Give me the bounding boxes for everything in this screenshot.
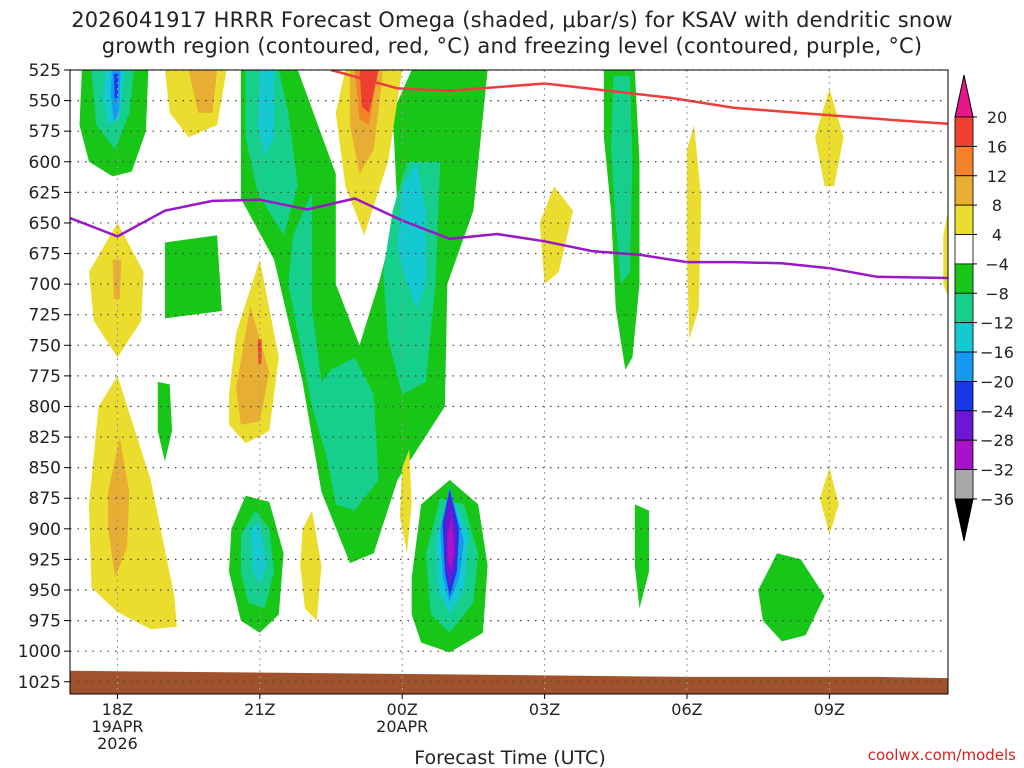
freezing-level-line	[70, 197, 948, 280]
colorbar-label-11: −28	[980, 431, 1014, 450]
omega-region-21	[397, 161, 426, 309]
x-tick-label-15-0: 09Z	[814, 700, 845, 719]
omega-shading	[79, 70, 948, 653]
terrain-fill	[70, 670, 948, 694]
omega-region-37	[447, 516, 455, 572]
y-tick-label-700: 700	[29, 275, 61, 295]
x-tick-label-0-2: 2026	[97, 734, 138, 753]
omega-region-7	[164, 235, 222, 319]
omega-region-18	[257, 70, 275, 156]
credit-text: coolwx.com/models	[867, 746, 1016, 764]
y-tick-label-875: 875	[29, 489, 61, 509]
omega-region-8	[157, 382, 172, 462]
y-tick-label-675: 675	[29, 245, 61, 265]
omega-region-26	[399, 449, 412, 554]
colorbar-bin-4	[954, 204, 974, 235]
omega-region-46	[943, 210, 948, 297]
omega-region-30	[250, 522, 267, 584]
omega-region-10	[112, 259, 122, 299]
omega-region-11	[89, 375, 177, 630]
y-tick-label-750: 750	[29, 336, 61, 356]
grid-lines	[70, 69, 948, 694]
colorbar-bin-3	[954, 175, 974, 206]
colorbar-bin-1	[954, 116, 974, 147]
y-tick-label-1025: 1025	[18, 673, 61, 693]
y-tick-label-950: 950	[29, 581, 61, 601]
y-tick-label-600: 600	[29, 153, 61, 173]
omega-region-41	[687, 125, 702, 340]
y-tick-label-775: 775	[29, 367, 61, 387]
colorbar-label-9: −20	[980, 372, 1014, 391]
omega-region-19	[288, 192, 379, 511]
colorbar: 20 16 12 8 4 −4 −8 −12 −16 −20 −24 −28 −32 −36	[954, 74, 1014, 542]
chart-title-line-1: 2026041917 HRRR Forecast Omega (shaded, …	[71, 8, 953, 32]
x-tick-label-0-1: 19APR	[91, 717, 143, 736]
dgz-contour-line	[330, 70, 948, 126]
omega-region-40	[611, 76, 633, 285]
x-tick-label-0-0: 18Z	[102, 700, 133, 719]
omega-region-4	[114, 73, 119, 99]
contour-lines	[70, 70, 948, 694]
y-tick-label-725: 725	[29, 306, 61, 326]
omega-region-27	[300, 510, 322, 621]
colorbar-label-5: −4	[985, 255, 1009, 274]
colorbar-bin-10	[954, 381, 974, 412]
y-tick-label-650: 650	[29, 214, 61, 234]
x-tick-label-3-0: 21Z	[244, 700, 275, 719]
y-tick-label-850: 850	[29, 459, 61, 479]
y-tick-label-575: 575	[29, 122, 61, 142]
chart-title-line-2: growth region (contoured, red, °C) and f…	[101, 34, 923, 58]
colorbar-bin-2	[954, 145, 974, 177]
omega-region-43	[758, 553, 825, 642]
colorbar-bin-7	[954, 292, 974, 324]
x-tick-label-6-0: 00Z	[387, 700, 418, 719]
plot-frame	[69, 69, 949, 695]
colorbar-label-13: −36	[980, 490, 1014, 509]
colorbar-bin-13	[954, 469, 974, 500]
omega-region-42	[634, 504, 649, 609]
colorbar-label-10: −24	[980, 402, 1014, 421]
colorbar-bin-11	[954, 410, 974, 441]
colorbar-label-3: 8	[992, 196, 1002, 215]
colorbar-bin-9	[954, 351, 974, 382]
colorbar-label-12: −32	[980, 461, 1014, 480]
colorbar-label-0: 20	[987, 108, 1007, 127]
omega-region-12	[108, 437, 130, 578]
omega-region-38	[539, 186, 574, 285]
colorbar-label-6: −8	[985, 284, 1009, 303]
omega-region-45	[819, 467, 839, 535]
omega-region-14	[236, 306, 270, 425]
colorbar-label-7: −12	[980, 314, 1014, 333]
colorbar-label-1: 16	[987, 137, 1007, 156]
colorbar-bin-12	[954, 439, 974, 470]
omega-region-6	[188, 70, 218, 113]
y-tick-label-925: 925	[29, 550, 61, 570]
x-tick-label-12-0: 06Z	[671, 700, 702, 719]
y-tick-label-800: 800	[29, 397, 61, 417]
colorbar-bin-5	[954, 234, 974, 265]
y-tick-label-625: 625	[29, 183, 61, 203]
y-tick-label-900: 900	[29, 520, 61, 540]
x-tick-label-6-1: 20APR	[376, 717, 428, 736]
y-tick-label-825: 825	[29, 428, 61, 448]
colorbar-label-2: 12	[987, 167, 1007, 186]
x-axis-label: Forecast Time (UTC)	[414, 747, 605, 768]
pressure-axis: 525 550 575 600 625 650 675 700 725 750 775 800 825 8…	[18, 61, 70, 693]
colorbar-bin-8	[954, 322, 974, 353]
y-tick-label-1000: 1000	[18, 642, 61, 662]
x-tick-label-9-0: 03Z	[529, 700, 560, 719]
colorbar-label-4: 4	[992, 226, 1002, 245]
colorbar-top-arrow	[954, 74, 974, 118]
y-tick-label-550: 550	[29, 92, 61, 112]
y-tick-label-975: 975	[29, 612, 61, 632]
colorbar-bottom-arrow	[954, 498, 974, 542]
y-tick-label-525: 525	[29, 61, 61, 81]
colorbar-bin-6	[954, 263, 974, 294]
colorbar-label-8: −16	[980, 343, 1014, 362]
